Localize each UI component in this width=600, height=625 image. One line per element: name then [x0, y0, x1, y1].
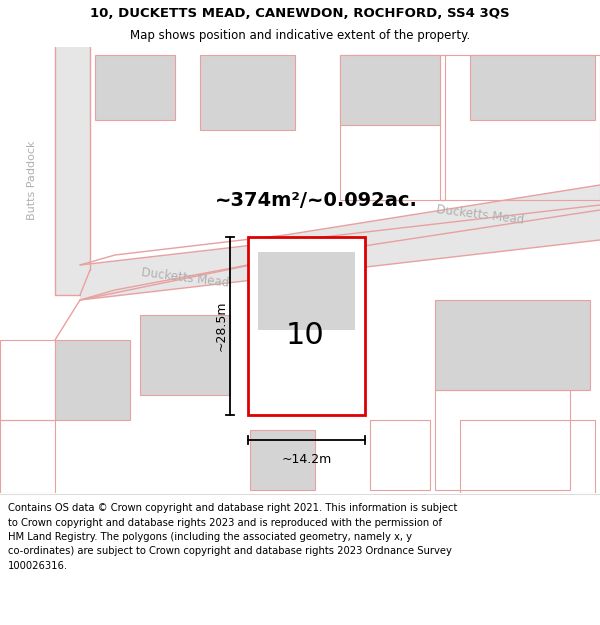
Text: 10, DUCKETTS MEAD, CANEWDON, ROCHFORD, SS4 3QS: 10, DUCKETTS MEAD, CANEWDON, ROCHFORD, S… [90, 7, 510, 19]
Polygon shape [340, 55, 440, 125]
Polygon shape [435, 300, 590, 390]
Polygon shape [258, 252, 355, 330]
Text: HM Land Registry. The polygons (including the associated geometry, namely x, y: HM Land Registry. The polygons (includin… [8, 532, 412, 542]
Text: to Crown copyright and database rights 2023 and is reproduced with the permissio: to Crown copyright and database rights 2… [8, 518, 442, 528]
Text: ~14.2m: ~14.2m [281, 453, 332, 466]
Polygon shape [285, 185, 600, 258]
Polygon shape [250, 430, 315, 490]
Text: ~374m²/~0.092ac.: ~374m²/~0.092ac. [215, 191, 418, 209]
Polygon shape [55, 47, 90, 295]
Text: ~28.5m: ~28.5m [215, 301, 227, 351]
Polygon shape [95, 55, 175, 120]
Polygon shape [248, 237, 365, 415]
Text: Contains OS data © Crown copyright and database right 2021. This information is : Contains OS data © Crown copyright and d… [8, 503, 457, 513]
Text: 100026316.: 100026316. [8, 561, 68, 571]
Polygon shape [140, 315, 230, 395]
Text: Ducketts Mead: Ducketts Mead [436, 203, 524, 227]
Text: 10: 10 [286, 321, 325, 349]
Polygon shape [55, 340, 130, 420]
Text: co-ordinates) are subject to Crown copyright and database rights 2023 Ordnance S: co-ordinates) are subject to Crown copyr… [8, 546, 452, 556]
Text: Butts Paddock: Butts Paddock [27, 140, 37, 220]
Text: Ducketts Mead: Ducketts Mead [140, 266, 230, 290]
Polygon shape [470, 55, 595, 120]
Text: Map shows position and indicative extent of the property.: Map shows position and indicative extent… [130, 29, 470, 42]
Polygon shape [80, 205, 600, 300]
Polygon shape [200, 55, 295, 130]
